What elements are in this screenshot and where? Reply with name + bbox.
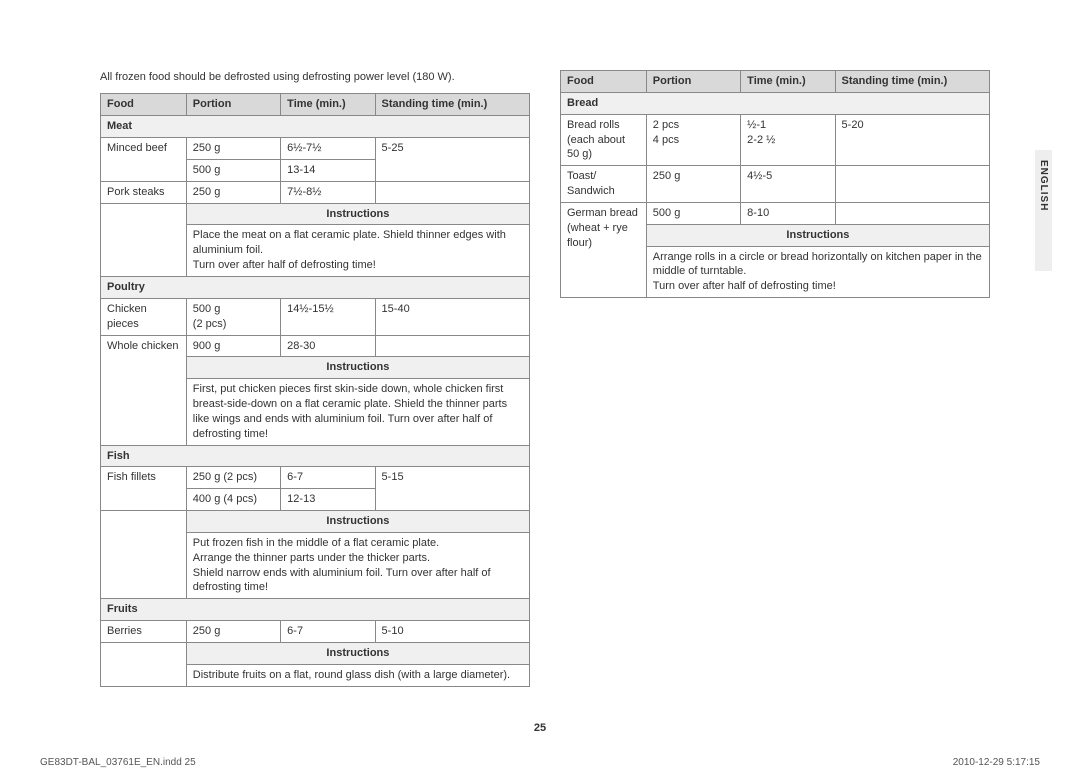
cell: 4½-5 <box>741 166 835 203</box>
th-standing: Standing time (min.) <box>375 94 529 116</box>
cell: 7½-8½ <box>281 181 375 203</box>
cell: 250 g <box>186 621 280 643</box>
cell: 13-14 <box>281 159 375 181</box>
th-food: Food <box>561 71 647 93</box>
instr-head: Instructions <box>646 224 989 246</box>
cell <box>375 335 529 357</box>
instr-head: Instructions <box>186 357 529 379</box>
cell: 250 g (2 pcs) <box>186 467 280 489</box>
cell: Toast/ Sandwich <box>561 166 647 203</box>
footer-file: GE83DT-BAL_03761E_EN.indd 25 <box>40 757 196 768</box>
cell <box>835 166 989 203</box>
cat-fish: Fish <box>101 445 530 467</box>
cell: 250 g <box>646 166 740 203</box>
instr-body: Place the meat on a flat ceramic plate. … <box>186 225 529 277</box>
cell <box>375 181 529 203</box>
th-portion: Portion <box>646 71 740 93</box>
cell: 6-7 <box>281 621 375 643</box>
cell: Minced beef <box>101 138 187 182</box>
instr-body: Arrange rolls in a circle or bread horiz… <box>646 246 989 298</box>
cell: 500 g <box>646 202 740 224</box>
th-standing: Standing time (min.) <box>835 71 989 93</box>
cell: ½-1 2-2 ½ <box>741 114 835 166</box>
cell <box>101 203 187 276</box>
cell: 8-10 <box>741 202 835 224</box>
right-column: Food Portion Time (min.) Standing time (… <box>560 70 990 687</box>
instr-head: Instructions <box>186 511 529 533</box>
cell: 6½-7½ <box>281 138 375 160</box>
cell: 500 g <box>186 159 280 181</box>
cell: 250 g <box>186 138 280 160</box>
th-portion: Portion <box>186 94 280 116</box>
cell <box>101 511 187 599</box>
cell: Berries <box>101 621 187 643</box>
cell: Whole chicken <box>101 335 187 445</box>
cat-fruits: Fruits <box>101 599 530 621</box>
cell <box>835 202 989 224</box>
cell: 6-7 <box>281 467 375 489</box>
cell: German bread (wheat + rye flour) <box>561 202 647 297</box>
instr-body: Distribute fruits on a flat, round glass… <box>186 664 529 686</box>
instr-body: First, put chicken pieces first skin-sid… <box>186 379 529 445</box>
cell: 500 g (2 pcs) <box>186 298 280 335</box>
defrost-table-right: Food Portion Time (min.) Standing time (… <box>560 70 990 298</box>
cell: 400 g (4 pcs) <box>186 489 280 511</box>
footer-date: 2010-12-29 5:17:15 <box>953 757 1040 768</box>
cell: 5-15 <box>375 467 529 511</box>
cat-meat: Meat <box>101 116 530 138</box>
cell: Fish fillets <box>101 467 187 511</box>
left-column: All frozen food should be defrosted usin… <box>100 70 530 687</box>
cell: 15-40 <box>375 298 529 335</box>
cell: Bread rolls (each about 50 g) <box>561 114 647 166</box>
cat-poultry: Poultry <box>101 276 530 298</box>
th-time: Time (min.) <box>281 94 375 116</box>
instr-body: Put frozen fish in the middle of a flat … <box>186 532 529 598</box>
cell: 5-20 <box>835 114 989 166</box>
cell: 14½-15½ <box>281 298 375 335</box>
cell: 5-10 <box>375 621 529 643</box>
language-tab: ENGLISH <box>1035 150 1052 271</box>
cell: 12-13 <box>281 489 375 511</box>
th-food: Food <box>101 94 187 116</box>
intro-text: All frozen food should be defrosted usin… <box>100 70 530 85</box>
footer: GE83DT-BAL_03761E_EN.indd 25 2010-12-29 … <box>40 757 1040 768</box>
instr-head: Instructions <box>186 203 529 225</box>
th-time: Time (min.) <box>741 71 835 93</box>
cell: Chicken pieces <box>101 298 187 335</box>
cell: 2 pcs 4 pcs <box>646 114 740 166</box>
page-number: 25 <box>534 722 546 734</box>
defrost-table-left: Food Portion Time (min.) Standing time (… <box>100 93 530 686</box>
cell: 28-30 <box>281 335 375 357</box>
cell: 5-25 <box>375 138 529 182</box>
cat-bread: Bread <box>561 92 990 114</box>
cell <box>101 643 187 687</box>
cell: 250 g <box>186 181 280 203</box>
cell: 900 g <box>186 335 280 357</box>
instr-head: Instructions <box>186 643 529 665</box>
cell: Pork steaks <box>101 181 187 203</box>
